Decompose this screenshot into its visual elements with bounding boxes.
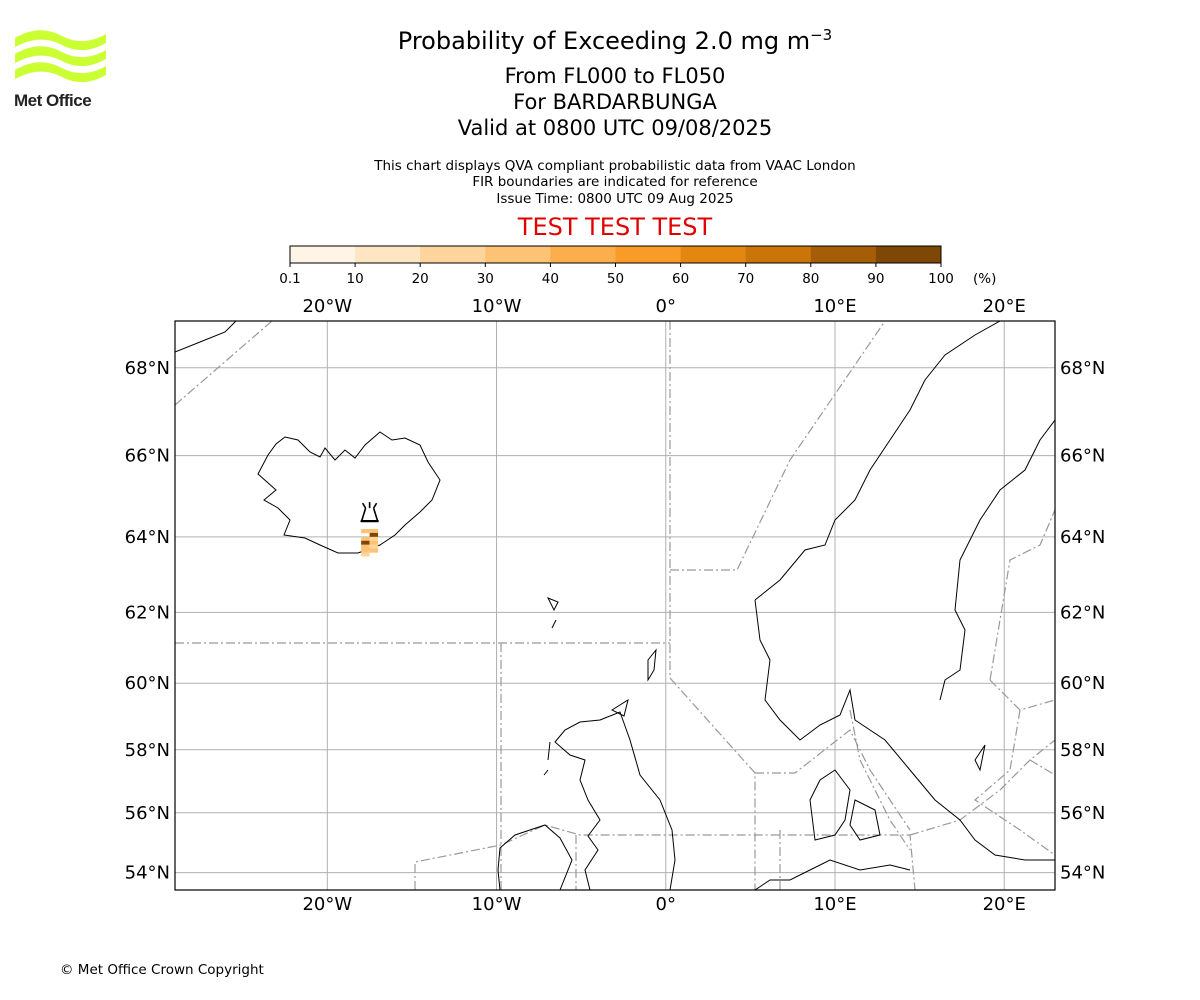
gotland-island <box>974 744 986 772</box>
faroe-islands <box>546 597 559 629</box>
map-frame <box>174 320 1056 891</box>
fir-boundary <box>670 321 886 571</box>
longitude-label: 20°W <box>302 894 352 915</box>
latitude-label: 56°N <box>1060 803 1105 824</box>
longitude-label: 20°E <box>983 296 1026 317</box>
denmark-coast <box>809 769 881 841</box>
fir-boundary <box>849 709 911 851</box>
latitude-label: 60°N <box>125 673 170 694</box>
probability-cell <box>369 544 379 549</box>
fir-boundary <box>669 321 756 890</box>
shetland-islands <box>647 648 657 682</box>
probability-cell <box>369 548 379 553</box>
latitude-label: 54°N <box>1060 863 1105 884</box>
fir-boundary <box>1029 759 1055 776</box>
longitude-label: 10°E <box>813 894 856 915</box>
volcano-name-title: For BARDARBUNGA <box>513 90 717 114</box>
longitude-label: 10°W <box>472 296 522 317</box>
fir-boundary <box>989 679 1055 711</box>
probability-cell <box>361 540 370 545</box>
volcano-icon <box>360 502 379 523</box>
met-office-logo <box>15 30 106 83</box>
fir-boundary <box>974 709 1055 856</box>
longitude-label: 10°W <box>472 894 522 915</box>
coastlines <box>175 321 1055 890</box>
latitude-label: 66°N <box>125 446 170 467</box>
scandinavia-coast <box>754 321 1055 861</box>
probability-cell <box>361 536 370 542</box>
axis-labels: 20°W 20°W 10°W 10°W 0° 0° 10°E 10°E 20°E 20°E 54°N… <box>125 296 1106 915</box>
longitude-label: 20°W <box>302 296 352 317</box>
latitude-label: 62°N <box>125 602 170 623</box>
volcano-marker <box>360 502 379 523</box>
copyright-notice: © Met Office Crown Copyright <box>60 962 264 978</box>
probability-cell <box>361 544 370 549</box>
probability-cell <box>369 532 379 538</box>
latitude-label: 64°N <box>125 527 170 548</box>
longitude-label: 10°E <box>813 296 856 317</box>
fir-note: FIR boundaries are indicated for referen… <box>472 174 758 190</box>
fir-boundary <box>755 729 911 831</box>
valid-time: Valid at 0800 UTC 09/08/2025 <box>457 116 773 140</box>
latitude-label: 58°N <box>125 740 170 761</box>
probability-cells <box>361 528 379 557</box>
probability-cell <box>369 536 379 542</box>
orkney-islands <box>610 698 629 717</box>
fir-boundary <box>989 509 1055 681</box>
latitude-label: 66°N <box>1060 446 1105 467</box>
latitude-label: 56°N <box>125 803 170 824</box>
hebrides <box>543 741 551 776</box>
fir-boundary <box>414 824 916 890</box>
issue-time: Issue Time: 0800 UTC 09 Aug 2025 <box>496 191 734 207</box>
probability-cell <box>369 528 379 534</box>
flight-level-range: From FL000 to FL050 <box>504 64 726 88</box>
latitude-label: 68°N <box>125 358 170 379</box>
latitude-label: 54°N <box>125 863 170 884</box>
longitude-label: 0° <box>656 296 676 317</box>
greenland-coast <box>175 321 237 353</box>
probability-cell <box>361 552 370 557</box>
latitude-label: 68°N <box>1060 358 1105 379</box>
fir-boundaries <box>175 321 1055 890</box>
latitude-label: 58°N <box>1060 740 1105 761</box>
fir-boundary <box>175 321 273 406</box>
logo-wordmark: Met Office <box>14 91 92 110</box>
latitude-label: 60°N <box>1060 673 1105 694</box>
continent-coast <box>754 859 911 890</box>
chart-title: Probability of Exceeding 2.0 mg m−3 <box>0 26 1200 55</box>
chart-description: This chart displays QVA compliant probab… <box>374 158 856 174</box>
iceland-coast <box>257 431 441 554</box>
graticule <box>175 321 1055 890</box>
chart-title-unit-exponent: −3 <box>810 26 833 44</box>
latitude-label: 62°N <box>1060 602 1105 623</box>
great-britain-coast <box>554 711 676 890</box>
fir-boundary <box>909 739 1055 836</box>
ireland-coast <box>497 824 573 890</box>
chart-title-text: Probability of Exceeding 2.0 mg m <box>397 27 811 55</box>
latitude-label: 64°N <box>1060 527 1105 548</box>
longitude-label: 0° <box>656 894 676 915</box>
probability-cell <box>361 548 370 553</box>
probability-cell <box>361 528 370 534</box>
longitude-label: 20°E <box>983 894 1026 915</box>
test-banner: TEST TEST TEST <box>517 213 713 241</box>
probability-cell <box>369 540 379 545</box>
